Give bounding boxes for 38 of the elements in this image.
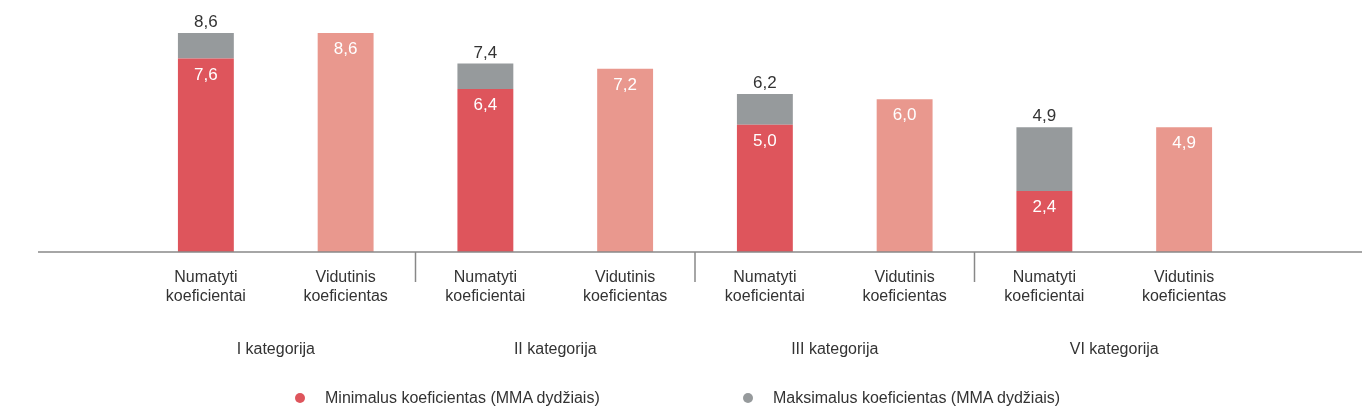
x-tick-label: Numatyti koeficientai xyxy=(724,268,805,305)
x-tick-label: Numatyti koeficientai xyxy=(1004,268,1085,305)
x-tick-label: Numatyti koeficientai xyxy=(445,268,526,305)
data-label: 6,4 xyxy=(473,95,498,115)
bar xyxy=(597,68,654,252)
bar xyxy=(736,124,793,252)
bar xyxy=(1156,127,1213,252)
bar xyxy=(177,58,234,252)
x-tick-label: Vidutinis koeficientas xyxy=(1141,268,1227,305)
data-label: 8,6 xyxy=(333,39,358,59)
data-label: 7,2 xyxy=(613,74,637,94)
legend-label: Minimalus koeficientas (MMA dydžiais) xyxy=(325,389,600,407)
x-tick-label: Vidutinis koeficientas xyxy=(862,268,947,305)
legend-label: Maksimalus koeficientas (MMA dydžiais) xyxy=(773,389,1061,407)
total-label: 4,9 xyxy=(1032,106,1057,126)
bar xyxy=(457,63,514,90)
x-tick-label: Numatyti koeficientai xyxy=(165,268,246,305)
bar xyxy=(736,94,793,125)
text: II kategorija xyxy=(513,340,597,358)
bar xyxy=(177,33,234,59)
bar xyxy=(457,89,514,252)
bar xyxy=(876,99,933,252)
x-tick-label: Vidutinis koeficientas xyxy=(582,268,668,305)
text: III kategorija xyxy=(791,340,879,358)
x-tick-label: Vidutinis koeficientas xyxy=(303,268,388,305)
data-label: 7,6 xyxy=(194,64,218,84)
data-label: 5,0 xyxy=(753,130,777,150)
bar xyxy=(1016,127,1073,191)
text: I kategorija xyxy=(236,340,315,358)
text: VI kategorija xyxy=(1069,340,1159,358)
data-label: 2,4 xyxy=(1032,197,1057,217)
data-label: 6,0 xyxy=(892,105,917,125)
total-label: 6,2 xyxy=(753,73,777,93)
data-label: 4,9 xyxy=(1172,133,1196,153)
total-label: 7,4 xyxy=(473,42,498,62)
total-label: 8,6 xyxy=(194,12,218,32)
bar xyxy=(1016,190,1073,252)
bar xyxy=(317,33,374,252)
